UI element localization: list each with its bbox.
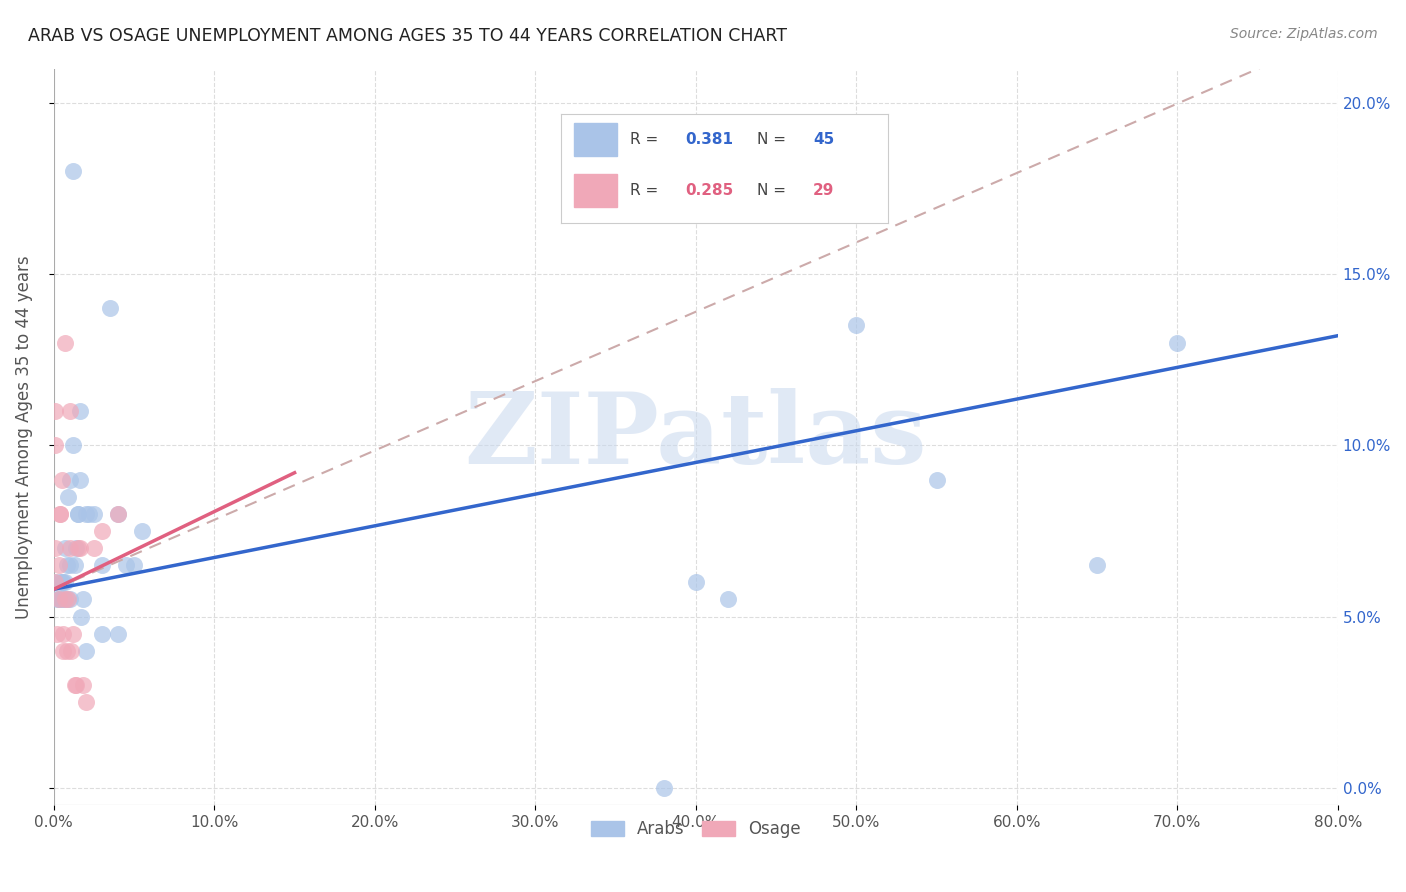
Point xyxy=(107,507,129,521)
Point xyxy=(98,301,121,316)
Point xyxy=(1166,335,1188,350)
Point xyxy=(107,507,129,521)
Point xyxy=(652,780,675,795)
Point xyxy=(59,541,82,555)
Point xyxy=(72,678,94,692)
Point xyxy=(69,404,91,418)
Point xyxy=(717,592,740,607)
Point xyxy=(62,626,84,640)
Point xyxy=(72,592,94,607)
Point xyxy=(122,558,145,573)
Point xyxy=(83,541,105,555)
Point xyxy=(44,404,66,418)
Point xyxy=(66,507,89,521)
Point xyxy=(66,541,89,555)
Point xyxy=(53,575,76,590)
Point xyxy=(48,592,70,607)
Point xyxy=(63,678,86,692)
Point xyxy=(55,558,77,573)
Point xyxy=(44,541,66,555)
Point xyxy=(52,575,75,590)
Point xyxy=(53,541,76,555)
Point xyxy=(58,592,80,607)
Point xyxy=(131,524,153,538)
Point xyxy=(59,592,82,607)
Point xyxy=(55,592,77,607)
Point xyxy=(66,507,89,521)
Point xyxy=(49,507,72,521)
Point xyxy=(69,473,91,487)
Point xyxy=(70,609,93,624)
Legend: Arabs, Osage: Arabs, Osage xyxy=(583,814,807,845)
Point xyxy=(91,626,114,640)
Point xyxy=(91,524,114,538)
Point xyxy=(75,644,97,658)
Point xyxy=(51,592,73,607)
Point xyxy=(51,473,73,487)
Point xyxy=(46,592,69,607)
Point xyxy=(83,507,105,521)
Point xyxy=(62,164,84,178)
Point xyxy=(107,626,129,640)
Point xyxy=(60,644,83,658)
Point xyxy=(46,626,69,640)
Point xyxy=(115,558,138,573)
Point xyxy=(845,318,868,333)
Point xyxy=(63,558,86,573)
Point xyxy=(55,644,77,658)
Point xyxy=(58,490,80,504)
Text: Source: ZipAtlas.com: Source: ZipAtlas.com xyxy=(1230,27,1378,41)
Point xyxy=(59,558,82,573)
Point xyxy=(65,678,87,692)
Y-axis label: Unemployment Among Ages 35 to 44 years: Unemployment Among Ages 35 to 44 years xyxy=(15,255,32,618)
Point xyxy=(48,592,70,607)
Point xyxy=(44,575,66,590)
Point xyxy=(62,438,84,452)
Point xyxy=(51,575,73,590)
Point xyxy=(44,438,66,452)
Point xyxy=(69,541,91,555)
Point xyxy=(59,473,82,487)
Point xyxy=(49,575,72,590)
Point xyxy=(52,592,75,607)
Point xyxy=(685,575,707,590)
Point xyxy=(77,507,100,521)
Text: ARAB VS OSAGE UNEMPLOYMENT AMONG AGES 35 TO 44 YEARS CORRELATION CHART: ARAB VS OSAGE UNEMPLOYMENT AMONG AGES 35… xyxy=(28,27,787,45)
Point xyxy=(48,558,70,573)
Point xyxy=(52,644,75,658)
Point xyxy=(75,695,97,709)
Point xyxy=(53,592,76,607)
Point xyxy=(65,541,87,555)
Point xyxy=(49,507,72,521)
Point xyxy=(44,575,66,590)
Point xyxy=(53,335,76,350)
Point xyxy=(1085,558,1108,573)
Point xyxy=(52,626,75,640)
Point xyxy=(91,558,114,573)
Point xyxy=(75,507,97,521)
Point xyxy=(59,404,82,418)
Point xyxy=(925,473,948,487)
Text: ZIPatlas: ZIPatlas xyxy=(464,388,927,485)
